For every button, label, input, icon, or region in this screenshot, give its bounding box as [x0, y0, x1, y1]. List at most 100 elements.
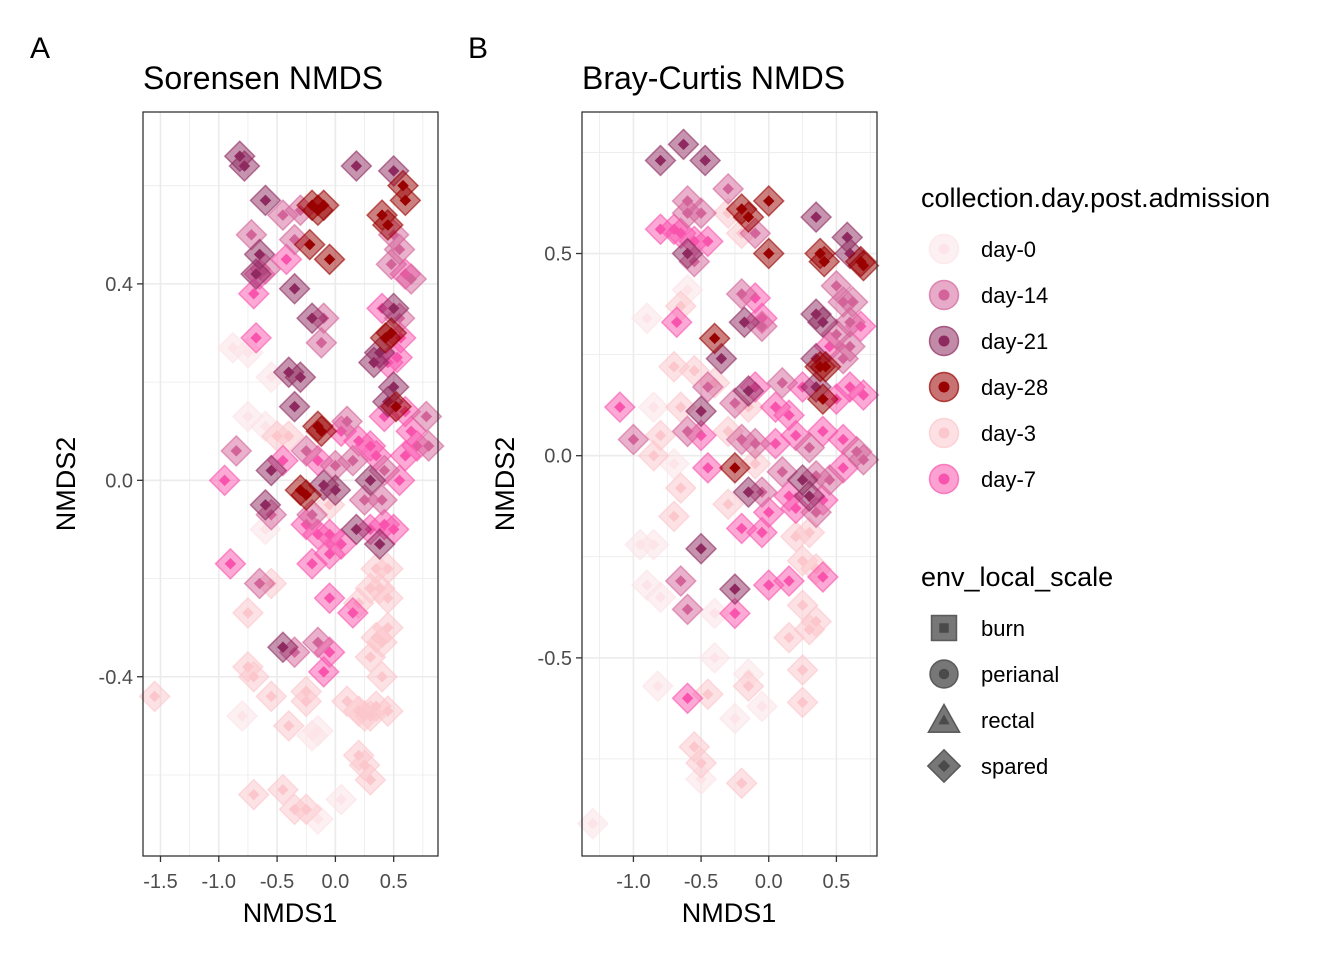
panel-a-point-day-3-perianal-inner — [376, 671, 388, 683]
panel-a-point-day-21-rectal — [377, 292, 410, 325]
panel-b-point-day-14-spared-inner — [735, 288, 748, 300]
panel-b-point-day-21-burn-inner — [677, 138, 690, 151]
panel-a-point-day-14-spared-inner — [312, 636, 324, 649]
panel-a-point-day-28-rectal-inner — [399, 194, 412, 207]
panel-a-point-day-28-burn-inner — [317, 199, 330, 212]
panel-b-point-day-3-spared — [685, 746, 718, 780]
panel-b-point-day-21-burn — [732, 476, 765, 509]
panel-b-point-day-0-spared — [630, 302, 663, 335]
panel-a-ylabel: NMDS2 — [51, 437, 81, 532]
panel-b-point-day-14-burn — [766, 455, 799, 488]
panel-b-point-day-3-perianal — [725, 767, 758, 800]
panel-a-point-day-7-burn — [208, 464, 241, 497]
panel-a-point-day-7-burn-inner — [280, 253, 293, 266]
legend-color-items: day-0 day-14 day-21 day-28 day-3 day-7 — [928, 233, 1048, 495]
panel-a-point-day-28-spared-inner — [303, 238, 316, 251]
panel-a-point-day-14-spared-inner — [300, 445, 312, 457]
panel-b-point-day-7-spared — [660, 306, 693, 339]
panel-b-point-day-7-rectal-inner — [837, 433, 849, 446]
panel-a-point-day-7-spared-inner — [250, 332, 262, 344]
panel-a-label: A — [30, 32, 50, 65]
panel-b-point-day-0-burn-inner — [654, 591, 667, 603]
panel-a-point-day-21-perianal — [340, 513, 373, 546]
legend-color-swatch-dot — [938, 335, 950, 347]
panel-a-point-day-14-spared — [305, 326, 338, 359]
legend-color-item: day-28 — [928, 371, 1048, 403]
panel-a-point-day-3-burn — [231, 596, 264, 629]
panel-b-point-day-3-burn-inner — [668, 360, 680, 373]
panel-a-point-day-14-spared — [220, 434, 253, 467]
panel-b-point-day-21-burn — [689, 144, 722, 177]
panel-a-point-day-7-rectal — [389, 439, 422, 472]
panel-b-point-day-14-burn — [671, 415, 704, 448]
panel-b-point-day-7-perianal-inner — [837, 462, 849, 474]
legend-shape-swatch-circle — [929, 659, 959, 689]
panel-b-point-day-0-rectal — [745, 690, 778, 723]
panel-a-point-day-14-perianal — [410, 400, 443, 433]
panel-b-point-day-28-rectal-inner — [817, 393, 829, 405]
panel-a-point-day-28-perianal-inner — [379, 332, 392, 344]
panel-a-point-day-28-spared — [293, 228, 326, 261]
panel-b-point-day-28-burn — [752, 237, 785, 270]
legend-color-item: day-14 — [928, 279, 1048, 311]
panel-b: B Bray-Curtis NMDS -1.0 -0.5 0.0 0.5 -0.5 0.0… — [468, 32, 880, 928]
panel-b-point-day-3-burn-inner — [675, 482, 687, 494]
panel-b-point-day-0-spared — [637, 391, 670, 424]
panel-b-point-day-21-spared — [685, 395, 718, 428]
panel-a-point-day-7-spared — [307, 655, 340, 688]
panel-b-point-day-28-spared-inner — [729, 462, 741, 474]
panel-b-xlabel: NMDS1 — [682, 898, 777, 928]
panel-b-point-day-0-burn — [644, 581, 677, 614]
panel-a-point-day-21-spared-inner — [288, 400, 301, 413]
legend-shape-item: perianal — [929, 659, 1059, 689]
panel-a-xtick-label: 0.0 — [321, 871, 349, 893]
panel-b-point-day-14-rectal-inner — [857, 453, 870, 466]
panel-a-point-day-14-perianal — [336, 444, 369, 477]
legend-color-label: day-14 — [981, 283, 1048, 308]
panel-a-point-day-21-perianal-inner — [364, 474, 377, 487]
panel-a-point-day-21-spared-inner — [265, 464, 278, 477]
panel-b-point-day-3-perianal-inner — [796, 664, 809, 676]
panel-b-point-day-28-burn — [752, 184, 785, 217]
panel-a-point-day-21-burn — [266, 631, 299, 664]
panel-a-point-day-21-burn — [249, 488, 282, 521]
panel-a-point-day-21-burn-inner — [277, 641, 289, 654]
panel-a-point-day-21-spared — [255, 454, 288, 487]
panel-b-point-day-14-spared — [766, 366, 799, 399]
panel-b-point-day-28-perianal-inner — [857, 259, 870, 272]
legend-shape-swatch-triangle — [927, 702, 961, 733]
panel-a-point-day-3-spared — [237, 778, 270, 811]
panel-a-point-day-21-spared — [243, 238, 276, 271]
panel-a-point-day-3-perianal — [366, 660, 399, 693]
panel-a-point-day-0-spared-inner — [236, 710, 248, 722]
panel-a-point-day-14-spared-inner — [230, 445, 243, 457]
panel-a-point-day-14-burn-inner — [306, 508, 318, 521]
panel-a-point-day-7-spared-inner — [323, 548, 336, 560]
panel-b-point-day-14-rectal-inner — [810, 506, 822, 519]
panel-a-point-day-21-burn — [228, 150, 261, 183]
legend-color-item: day-7 — [928, 463, 1036, 495]
panel-a-point-day-7-spared-inner — [323, 592, 336, 604]
panel-a-point-day-21-burn — [319, 474, 352, 507]
legend-color-item: day-21 — [928, 325, 1048, 357]
panel-b-xtick-label: -1.0 — [616, 871, 650, 893]
legend-shape-label: rectal — [981, 708, 1035, 733]
panel-a-point-day-3-spared — [272, 709, 305, 742]
panel-b-point-day-7-spared — [644, 213, 677, 246]
panel-b-point-day-14-spared-inner — [729, 397, 741, 409]
panel-a-point-day-21-burn-inner — [329, 484, 342, 496]
panel-a-point-day-21-perianal-inner — [350, 523, 363, 536]
panel-b-point-day-21-spared — [718, 573, 751, 606]
panel-a-point-day-7-rectal-inner — [378, 518, 391, 531]
panel-a-point-day-21-perianal-inner — [373, 538, 386, 550]
panel-b-point-day-3-spared-inner — [695, 757, 707, 769]
panel-a-point-day-3-perianal — [354, 641, 387, 674]
panel-b-point-day-3-perianal-inner — [796, 696, 809, 709]
panel-b-point-day-14-burn-inner — [776, 466, 789, 478]
panel-b-point-day-3-spared — [712, 488, 745, 521]
panel-b-point-day-7-burn-inner — [762, 579, 775, 591]
panel-a-point-day-14-perianal-inner — [347, 454, 359, 467]
panel-b-point-day-21-perianal-inner — [810, 211, 822, 223]
panel-a-point-day-21-perianal — [363, 528, 396, 561]
panel-a-point-day-3-rectal-inner — [382, 562, 394, 575]
